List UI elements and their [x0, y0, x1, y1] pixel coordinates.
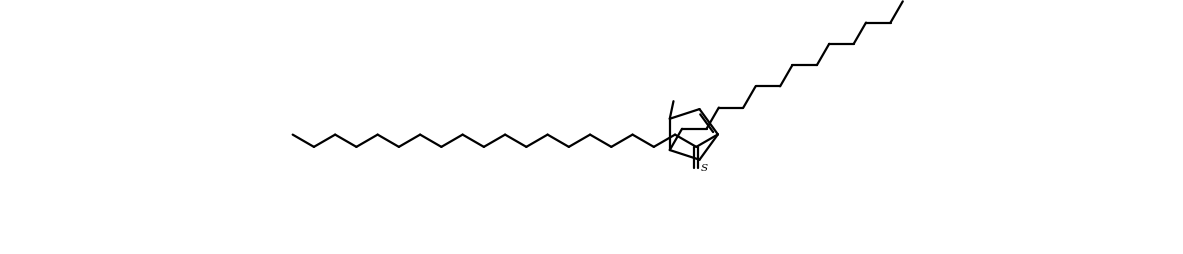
Text: S: S: [702, 163, 709, 172]
